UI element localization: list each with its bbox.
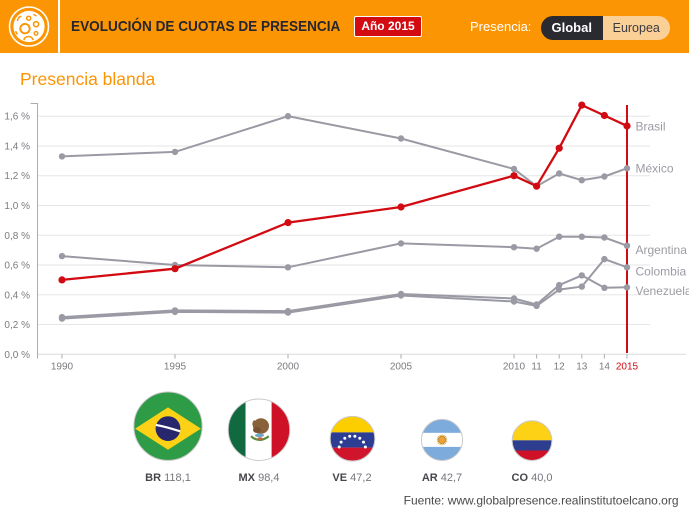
svg-text:0,2 %: 0,2 % <box>4 320 30 331</box>
svg-text:Venezuela: Venezuela <box>636 284 689 298</box>
svg-text:BR 118,1: BR 118,1 <box>145 472 191 484</box>
svg-text:2000: 2000 <box>277 362 300 373</box>
svg-text:CO 40,0: CO 40,0 <box>512 472 553 484</box>
svg-text:0,8 %: 0,8 % <box>4 231 30 242</box>
svg-text:14: 14 <box>599 362 611 373</box>
svg-text:1,0 %: 1,0 % <box>4 201 30 212</box>
svg-text:Argentina: Argentina <box>636 243 688 257</box>
svg-text:0,4 %: 0,4 % <box>4 290 30 301</box>
svg-text:0,6 %: 0,6 % <box>4 261 30 272</box>
svg-text:Fuente: www.globalpresence.rea: Fuente: www.globalpresence.realinstituto… <box>404 494 679 508</box>
svg-text:1,6 %: 1,6 % <box>4 112 30 123</box>
svg-text:Colombia: Colombia <box>636 265 687 279</box>
svg-text:11: 11 <box>531 362 542 373</box>
svg-text:México: México <box>636 162 674 176</box>
svg-text:1,2 %: 1,2 % <box>4 171 30 182</box>
svg-text:AR 42,7: AR 42,7 <box>422 472 462 484</box>
svg-text:Brasil: Brasil <box>636 120 666 134</box>
svg-text:0,0 %: 0,0 % <box>4 350 30 361</box>
svg-text:2015: 2015 <box>616 362 639 373</box>
svg-text:1995: 1995 <box>164 362 187 373</box>
svg-text:1990: 1990 <box>51 362 74 373</box>
svg-text:VE 47,2: VE 47,2 <box>332 472 371 484</box>
svg-text:13: 13 <box>576 362 588 373</box>
svg-text:MX 98,4: MX 98,4 <box>239 472 280 484</box>
svg-text:1,4 %: 1,4 % <box>4 142 30 153</box>
svg-text:12: 12 <box>554 362 566 373</box>
svg-text:2010: 2010 <box>503 362 526 373</box>
svg-text:2005: 2005 <box>390 362 413 373</box>
